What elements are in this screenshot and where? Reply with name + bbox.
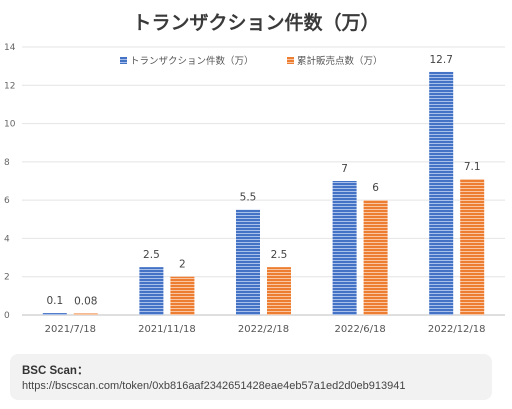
legend-label: トランザクション件数（万） [130, 55, 254, 67]
legend-swatch [120, 57, 127, 64]
y-tick-label: 2 [4, 273, 10, 283]
bar [42, 313, 67, 315]
y-tick-label: 0 [4, 311, 10, 321]
x-tick-label: 2021/7/18 [45, 324, 96, 335]
bar [332, 181, 357, 315]
data-label: 0.08 [74, 295, 97, 307]
source-box: BSC Scan： https://bscscan.com/token/0xb8… [10, 354, 492, 400]
y-tick-label: 10 [4, 120, 16, 130]
bar [363, 200, 388, 315]
data-label: 7 [341, 163, 348, 175]
data-label: 6 [372, 182, 379, 194]
y-tick-label: 14 [4, 43, 16, 53]
legend-label: 累計販売点数（万） [297, 55, 383, 67]
data-label: 7.1 [464, 161, 481, 173]
y-tick-label: 4 [4, 234, 10, 244]
y-tick-label: 6 [4, 196, 10, 206]
y-axis-ticks: 0 2 4 6 8 10 12 14 [4, 43, 16, 321]
y-tick-label: 12 [4, 81, 15, 91]
bar [429, 71, 454, 315]
source-title: BSC Scan： [22, 365, 89, 377]
data-label: 2 [179, 259, 186, 271]
bar [460, 179, 485, 315]
bar [139, 267, 164, 315]
legend: トランザクション件数（万） 累計販売点数（万） [120, 55, 383, 67]
bar [236, 209, 260, 315]
bar [73, 313, 98, 315]
data-label: 5.5 [240, 192, 257, 204]
x-tick-label: 2022/2/18 [238, 324, 289, 335]
x-tick-label: 2021/11/18 [138, 324, 196, 335]
chart-title: トランザクション件数（万） [132, 11, 379, 34]
source-url[interactable]: https://bscscan.com/token/0xb816aaf23426… [22, 380, 406, 392]
y-tick-label: 8 [4, 158, 10, 168]
x-tick-label: 2022/12/18 [428, 324, 486, 335]
x-tick-label: 2022/6/18 [334, 324, 385, 335]
data-label: 2.5 [271, 249, 288, 261]
data-label: 12.7 [430, 54, 453, 66]
bar [170, 276, 195, 315]
data-label: 0.1 [46, 295, 63, 307]
x-axis-ticks: 2021/7/18 2021/11/18 2022/2/18 2022/6/18 202… [45, 324, 486, 335]
grid [22, 46, 505, 316]
bar [267, 267, 291, 315]
bars [42, 71, 485, 315]
legend-swatch [287, 57, 294, 64]
data-labels: 0.1 0.08 2.5 2 5.5 2.5 7 6 12.7 7.1 [46, 54, 480, 308]
bar-chart: トランザクション件数（万） 0 2 4 6 8 10 12 14 0.1 0.08 2.5 2 5.5… [4, 11, 505, 335]
data-label: 2.5 [143, 249, 160, 261]
